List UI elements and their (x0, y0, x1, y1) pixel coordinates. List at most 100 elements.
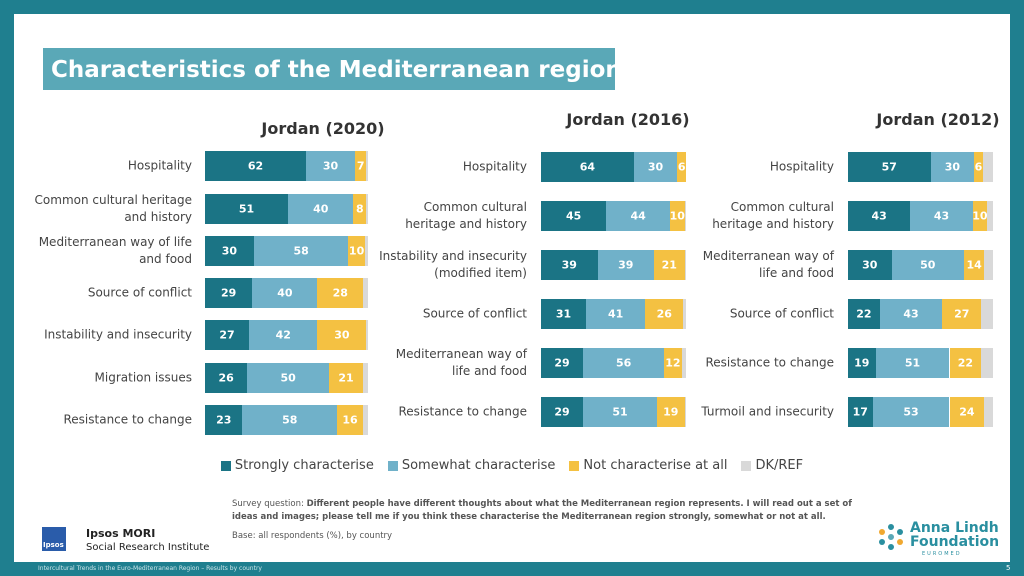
legend-swatch (569, 460, 580, 471)
value-label: 41 (608, 307, 624, 321)
value-label: 30 (221, 244, 238, 258)
value-label: 26 (656, 307, 672, 321)
bar-segment (583, 348, 665, 378)
bar-segment (205, 278, 253, 308)
value-label: 45 (565, 209, 582, 223)
bar-segment (664, 348, 682, 378)
category-label: Mediterranean way of life and food (38, 235, 192, 266)
category-label: Hospitality (127, 158, 192, 173)
bar-segment (657, 397, 685, 427)
value-label: 10 (348, 244, 365, 258)
bar-segment (964, 250, 985, 280)
bar-segment (654, 250, 685, 280)
value-label: 19 (663, 405, 679, 419)
bar-segment (974, 152, 983, 182)
bar-segment (848, 152, 931, 182)
bar-segment (354, 151, 367, 181)
legend-swatch (220, 460, 231, 471)
bar-segment (633, 152, 678, 182)
survey-question: Survey question: Different people have d… (232, 498, 852, 524)
category-label: Resistance to change (705, 355, 834, 370)
bar-segment (677, 152, 686, 182)
value-label: 10 (972, 209, 988, 223)
panel-title: Jordan (2012) (876, 110, 1000, 129)
category-label: Hospitality (769, 159, 834, 174)
bar-segment (205, 320, 249, 350)
bar-segment (252, 278, 318, 308)
footer-text: Intercultural Trends in the Euro-Mediter… (38, 565, 262, 572)
bar-segment (879, 299, 943, 329)
value-label: 21 (338, 371, 354, 385)
value-label: 51 (612, 405, 628, 419)
ipsos-sub: Social Research Institute (86, 542, 210, 553)
bar-segment (848, 397, 873, 427)
bar-segment (848, 201, 911, 231)
value-label: 42 (275, 328, 291, 342)
value-label: 58 (293, 244, 309, 258)
value-label: 43 (871, 209, 887, 223)
value-label: 30 (647, 160, 664, 174)
legend-item: Strongly characterise (220, 458, 374, 473)
value-label: 58 (282, 413, 298, 427)
value-label: 44 (630, 209, 646, 223)
bar-segment (982, 152, 993, 182)
bar-segment (249, 320, 318, 350)
value-label: 30 (322, 159, 339, 173)
value-label: 6 (677, 160, 686, 174)
category-label: Resistance to change (63, 412, 192, 427)
ipsos-name: Ipsos MORI (86, 527, 156, 540)
value-label: 30 (944, 160, 961, 174)
bar-segment (585, 299, 646, 329)
bar-segment (353, 194, 367, 224)
alf-line1: Anna Lindh (910, 520, 999, 536)
value-label: 16 (342, 413, 358, 427)
bar-segment (981, 299, 993, 329)
bar-segment (317, 320, 367, 350)
bar-segment (541, 397, 584, 427)
value-label: 27 (219, 328, 235, 342)
legend-item: Somewhat characterise (387, 458, 556, 473)
value-label: 43 (903, 307, 919, 321)
legend-swatch (387, 460, 398, 471)
bar-segment (981, 348, 993, 378)
panel-title: Jordan (2016) (566, 110, 690, 129)
bar-segment (348, 236, 365, 266)
value-label: 62 (247, 159, 264, 173)
bar-segment (288, 194, 354, 224)
category-label: Common cultural heritage and history (405, 200, 527, 231)
bar-segment (683, 299, 686, 329)
bar-segment (363, 405, 368, 435)
bar-segment (891, 250, 964, 280)
bar-segment (984, 250, 993, 280)
bar-segment (872, 397, 950, 427)
legend-label: Somewhat characterise (401, 458, 556, 473)
page-number: 5 (1006, 564, 1011, 572)
bar-segment (541, 250, 598, 280)
value-label: 40 (277, 286, 293, 300)
value-label: 7 (356, 159, 365, 173)
bar-segment (541, 348, 584, 378)
category-label: Resistance to change (398, 404, 527, 419)
value-label: 51 (904, 356, 921, 370)
category-label: Instability and insecurity (44, 327, 192, 342)
bar-segment (984, 397, 993, 427)
category-label: Source of conflict (87, 285, 192, 300)
bar-segment (364, 236, 368, 266)
value-label: 40 (313, 202, 329, 216)
bar-segment (949, 348, 982, 378)
category-label: Common cultural heritage and history (34, 193, 192, 224)
value-label: 30 (334, 328, 350, 342)
bar-segment (987, 201, 993, 231)
bar-segment (205, 405, 243, 435)
bar-segment (253, 236, 349, 266)
bar-segment (247, 363, 329, 393)
bar-segment (910, 201, 973, 231)
bar-segment (597, 250, 655, 280)
value-label: 39 (561, 258, 577, 272)
slide-title: Characteristics of the Mediterranean reg… (43, 48, 622, 90)
bar-segment (242, 405, 338, 435)
bar-segment (363, 363, 368, 393)
value-label: 17 (852, 405, 868, 419)
value-label: 31 (555, 307, 572, 321)
value-label: 30 (862, 258, 878, 272)
